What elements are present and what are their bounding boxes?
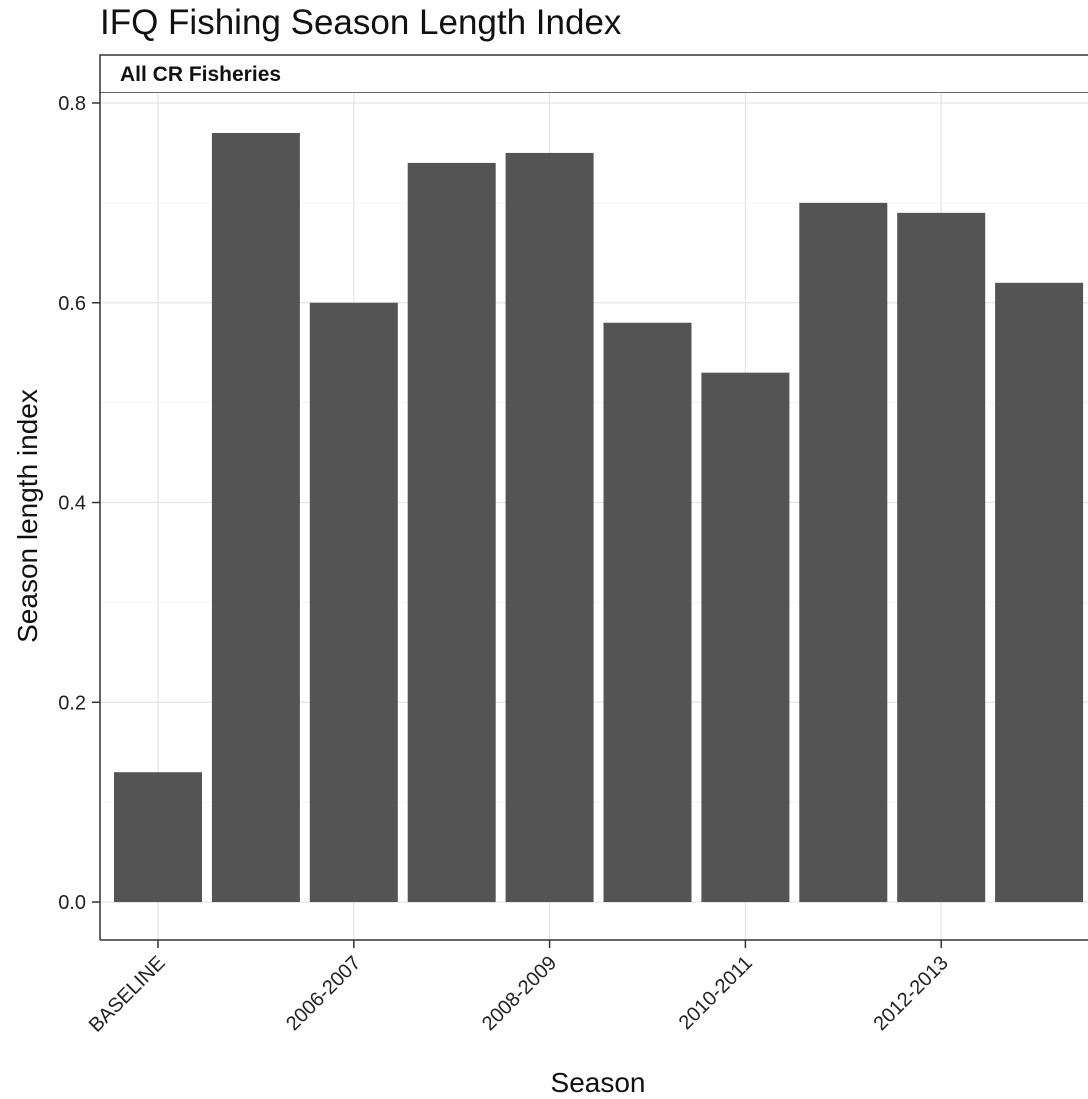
bar-2005-2006 bbox=[211, 132, 300, 903]
bar-2013-2014 bbox=[995, 282, 1084, 903]
y-tick-label: 0.6 bbox=[58, 293, 86, 315]
bar-2009-2010 bbox=[603, 322, 692, 903]
bar-BASELINE bbox=[114, 772, 202, 903]
bar-2011-2012 bbox=[799, 202, 888, 903]
y-tick-label: 0.0 bbox=[58, 892, 86, 914]
y-tick-label: 0.8 bbox=[58, 93, 86, 115]
bars bbox=[114, 132, 1084, 903]
y-axis-title: Season length index bbox=[12, 389, 43, 643]
y-tick-label: 0.4 bbox=[58, 493, 86, 515]
x-tick-label: 2012-2013 bbox=[870, 952, 953, 1035]
x-tick-label: BASELINE bbox=[85, 952, 170, 1037]
x-tick-label: 2008-2009 bbox=[478, 952, 561, 1035]
x-tick-label: 2006-2007 bbox=[282, 952, 365, 1035]
x-tick-label: 2010-2011 bbox=[675, 952, 757, 1034]
facet-strip-label: All CR Fisheries bbox=[120, 63, 281, 86]
y-tick-label: 0.2 bbox=[58, 692, 86, 714]
x-axis: BASELINE 2006-2007 2008-2009 2010-2011 2012-… bbox=[85, 940, 953, 1037]
bar-2010-2011 bbox=[701, 372, 790, 903]
x-axis-title: Season bbox=[551, 1067, 646, 1098]
y-axis: 0.0 0.2 0.4 0.6 0.8 bbox=[58, 93, 100, 914]
bar-2008-2009 bbox=[505, 152, 594, 903]
chart-title: IFQ Fishing Season Length Index bbox=[100, 3, 622, 42]
facet-strip bbox=[99, 54, 1088, 94]
bar-2006-2007 bbox=[309, 302, 398, 903]
bar-2007-2008 bbox=[407, 162, 496, 903]
bar-2012-2013 bbox=[897, 212, 986, 903]
